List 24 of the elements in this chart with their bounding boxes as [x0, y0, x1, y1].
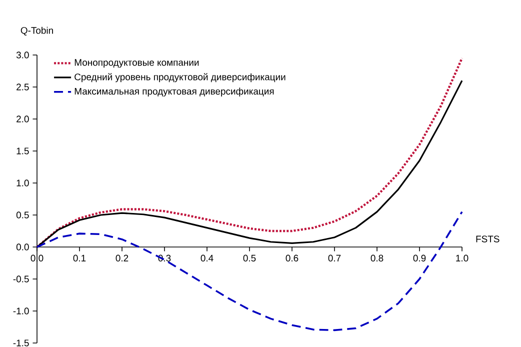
x-tick-label: 0.9	[413, 254, 426, 262]
x-tick-label: 0.8	[370, 254, 384, 262]
y-tick-label: 0.5	[16, 212, 29, 218]
x-tick-label: 0.4	[200, 254, 214, 262]
x-tick-label: 1.0	[456, 254, 468, 262]
x-axis-title: FSTS	[476, 236, 500, 242]
x-tick-label: 0.2	[116, 254, 128, 262]
y-tick-label: 2.0	[16, 116, 29, 122]
y-tick-label: -1.5	[13, 340, 29, 346]
legend-label: Максимальная продуктовая диверсификация	[74, 88, 274, 97]
y-axis-title: Q-Tobin	[20, 26, 53, 36]
x-tick-label: 0.1	[73, 254, 86, 262]
x-tick-label: 0.6	[286, 254, 298, 262]
y-tick-label: -0.5	[13, 276, 29, 282]
y-tick-label: 1.5	[16, 148, 29, 154]
y-tick-label: 2.5	[16, 84, 29, 90]
legend-label: Средний уровень продуктовой диверсификации	[74, 73, 286, 82]
y-tick-label: 1.0	[16, 180, 29, 186]
y-tick-label: 3.0	[16, 52, 29, 58]
x-tick-label: 0.7	[328, 254, 341, 262]
legend-label: Монопродуктовые компании	[74, 59, 199, 68]
y-tick-label: -1.0	[13, 308, 29, 314]
x-tick-label: 0.5	[243, 254, 256, 262]
y-tick-label: 0.0	[16, 244, 29, 250]
